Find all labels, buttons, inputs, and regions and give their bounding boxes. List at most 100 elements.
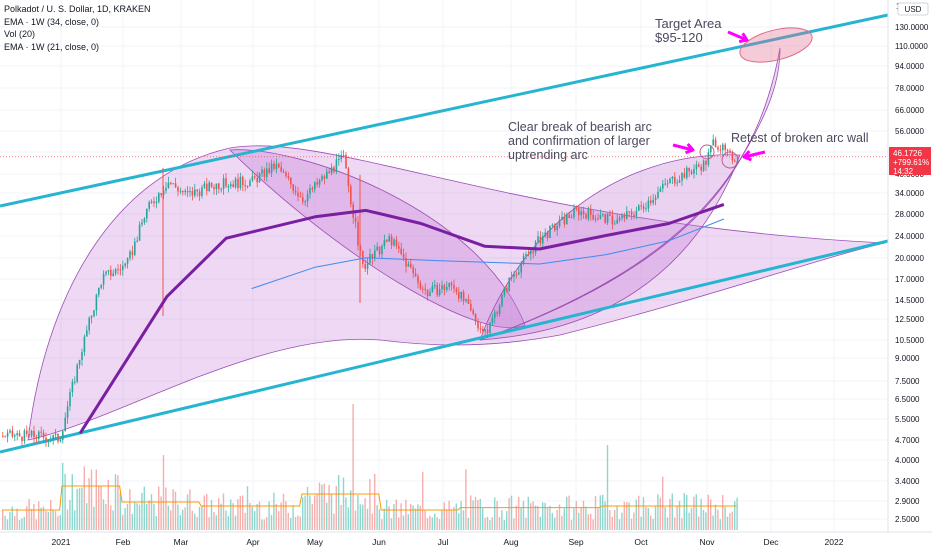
volume-bar — [405, 499, 407, 530]
time-tick-label: Mar — [174, 537, 189, 547]
break-arrow-head[interactable] — [684, 143, 695, 155]
volume-bar — [383, 508, 385, 530]
volume-bar — [112, 510, 114, 530]
symbol-title[interactable]: Polkadot / U. S. Dollar, 1D, KRAKEN — [4, 4, 151, 14]
volume-bar — [726, 516, 729, 530]
candle-body — [491, 317, 494, 324]
candle-body — [16, 433, 18, 436]
volume-bar — [522, 500, 525, 530]
candle-body — [186, 190, 189, 193]
volume-bar — [292, 505, 294, 530]
volume-bar — [628, 502, 630, 530]
volume-bars — [2, 404, 738, 530]
volume-bar — [626, 502, 628, 530]
price-tick-label: 5.5000 — [895, 415, 920, 424]
candle-body — [323, 176, 326, 179]
time-axis[interactable]: 2021 Feb Mar Apr May Jun Jul Aug Sep Oct Nov Dec 202… — [0, 531, 932, 550]
break-arrow-shaft[interactable] — [672, 143, 694, 152]
candle-body — [160, 193, 162, 195]
retest-arrow-head[interactable] — [742, 150, 753, 162]
volume-bar — [611, 516, 613, 530]
candle-body — [414, 273, 417, 277]
channel-lower-line[interactable] — [0, 239, 889, 454]
volume-bar — [244, 512, 246, 530]
volume-bar — [506, 511, 508, 530]
volume-bar — [546, 507, 549, 530]
volume-bar — [518, 496, 520, 530]
candle-body — [14, 435, 16, 437]
volume-bar — [638, 495, 640, 530]
price-tick-label: 2.9000 — [895, 497, 920, 506]
currency-box[interactable] — [897, 2, 929, 16]
volume-bar — [556, 510, 558, 530]
target-arc-wall[interactable] — [479, 47, 781, 341]
candle-body — [688, 167, 690, 172]
volume-bar — [573, 508, 575, 530]
candle-body — [220, 188, 222, 190]
candle-body — [539, 236, 542, 244]
grid — [0, 0, 888, 532]
volume-bar — [378, 509, 381, 530]
candle-body — [556, 226, 558, 231]
retest-arrow-shaft[interactable] — [743, 150, 766, 159]
candle-body — [4, 436, 6, 438]
candle-body — [645, 208, 647, 210]
indicator-ema34-label[interactable]: EMA · 1W (34, close, 0) — [4, 16, 100, 27]
volume-bar — [582, 500, 585, 530]
break-circle[interactable] — [699, 144, 715, 160]
candle-body — [518, 272, 520, 275]
indicator-ema21-label[interactable]: EMA · 1W (21, close, 0) — [4, 41, 100, 52]
target-arrow-shaft[interactable] — [727, 30, 748, 42]
target-ellipse[interactable] — [736, 21, 815, 68]
candle-body — [570, 216, 573, 218]
candle-body — [297, 192, 299, 197]
price-axis[interactable]: 15 USD 130.0000110.000094.000078.000066.… — [887, 0, 932, 532]
candle-body — [736, 161, 738, 163]
indicator-volume-label[interactable]: Vol (20) — [4, 29, 36, 39]
retest-circle[interactable] — [721, 151, 739, 169]
volume-bar — [563, 508, 565, 530]
volume-bar — [698, 516, 700, 530]
volume-bar — [465, 469, 467, 530]
volume-bar — [642, 497, 645, 530]
candle-body — [578, 207, 580, 216]
candle-body — [119, 269, 122, 271]
candle-body — [158, 193, 160, 202]
volume-bar — [381, 519, 383, 530]
candle-body — [594, 218, 597, 220]
candle-body — [278, 163, 280, 168]
volume-bar — [76, 488, 78, 530]
candle-body — [585, 214, 587, 219]
candle-body — [647, 200, 650, 209]
candle-body — [50, 439, 52, 441]
candle-body — [436, 285, 438, 296]
volume-bar — [290, 517, 292, 530]
candle-body — [410, 263, 412, 268]
candle-body — [69, 392, 71, 407]
volume-bar — [258, 501, 261, 530]
candle-body — [350, 186, 352, 205]
volume-bar — [275, 504, 277, 530]
volume-bar — [602, 494, 604, 530]
price-tick-label: 56.0000 — [895, 127, 924, 136]
volume-bar — [537, 505, 539, 530]
volume-bar — [722, 495, 724, 530]
candle-body — [717, 147, 719, 150]
volume-bar — [482, 508, 484, 530]
volume-bar — [527, 496, 529, 530]
volume-bar — [402, 515, 405, 530]
volume-bar — [659, 497, 661, 530]
target-arrow-head[interactable] — [738, 32, 749, 44]
volume-bar — [412, 505, 414, 530]
volume-bar — [374, 473, 376, 530]
volume-bar — [342, 477, 345, 530]
candle-body — [129, 251, 131, 259]
annotation-marks[interactable] — [672, 21, 816, 169]
channel-upper-line[interactable] — [0, 13, 889, 208]
channel-lines[interactable] — [0, 13, 889, 454]
candle-body — [354, 217, 357, 222]
candle-body — [6, 432, 9, 437]
candle-body — [35, 437, 38, 439]
